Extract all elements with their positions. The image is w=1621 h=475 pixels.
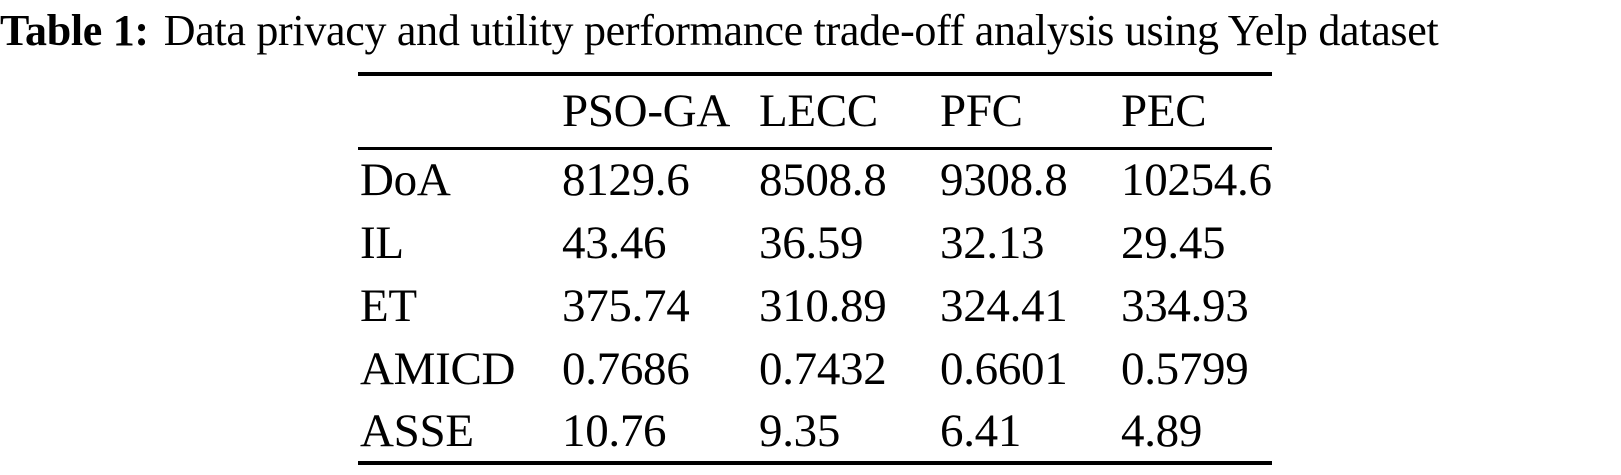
column-header-pfc: PFC: [940, 85, 1023, 138]
row-label: DoA: [360, 154, 451, 207]
column-header-blank: [358, 74, 560, 148]
table-row: ET 375.74 310.89 324.41 334.93: [358, 274, 1272, 337]
row-label: AMICD: [360, 342, 516, 395]
header-row: PSO-GA LECC PFC PEC: [358, 74, 1272, 148]
table-cell: 310.89: [759, 279, 887, 332]
table-cell: 0.6601: [940, 342, 1068, 395]
table-cell: 334.93: [1121, 279, 1249, 332]
table-cell: 43.46: [562, 216, 667, 269]
table-cell: 4.89: [1121, 404, 1203, 457]
table-cell: 324.41: [940, 279, 1068, 332]
table-row: ASSE 10.76 9.35 6.41 4.89: [358, 400, 1272, 463]
table-row: AMICD 0.7686 0.7432 0.6601 0.5799: [358, 337, 1272, 400]
column-header-psoga: PSO-GA: [562, 85, 730, 138]
table-cell: 10254.6: [1121, 154, 1272, 207]
table-cell: 9.35: [759, 404, 841, 457]
caption-text: Data privacy and utility performance tra…: [163, 6, 1439, 55]
table-cell: 8508.8: [759, 154, 887, 207]
table-cell: 0.7686: [562, 342, 690, 395]
table-cell: 32.13: [940, 216, 1045, 269]
row-label: ASSE: [360, 404, 474, 457]
row-label: IL: [360, 216, 404, 269]
table-cell: 8129.6: [562, 154, 690, 207]
table-cell: 10.76: [562, 404, 667, 457]
table-row: IL 43.46 36.59 32.13 29.45: [358, 211, 1272, 274]
column-header-lecc: LECC: [759, 85, 878, 138]
table-cell: 9308.8: [940, 154, 1068, 207]
table-cell: 6.41: [940, 404, 1022, 457]
table-cell: 0.5799: [1121, 342, 1249, 395]
table-cell: 0.7432: [759, 342, 887, 395]
table-cell: 29.45: [1121, 216, 1226, 269]
table-caption: Table 1: Data privacy and utility perform…: [0, 0, 1621, 58]
results-table: PSO-GA LECC PFC PEC DoA 8129.6 8508.8 93…: [358, 72, 1272, 465]
caption-label: Table 1:: [0, 6, 149, 55]
table-cell: 36.59: [759, 216, 864, 269]
table-cell: 375.74: [562, 279, 690, 332]
row-label: ET: [360, 279, 417, 332]
table-row: DoA 8129.6 8508.8 9308.8 10254.6: [358, 148, 1272, 211]
column-header-pec: PEC: [1121, 85, 1207, 138]
